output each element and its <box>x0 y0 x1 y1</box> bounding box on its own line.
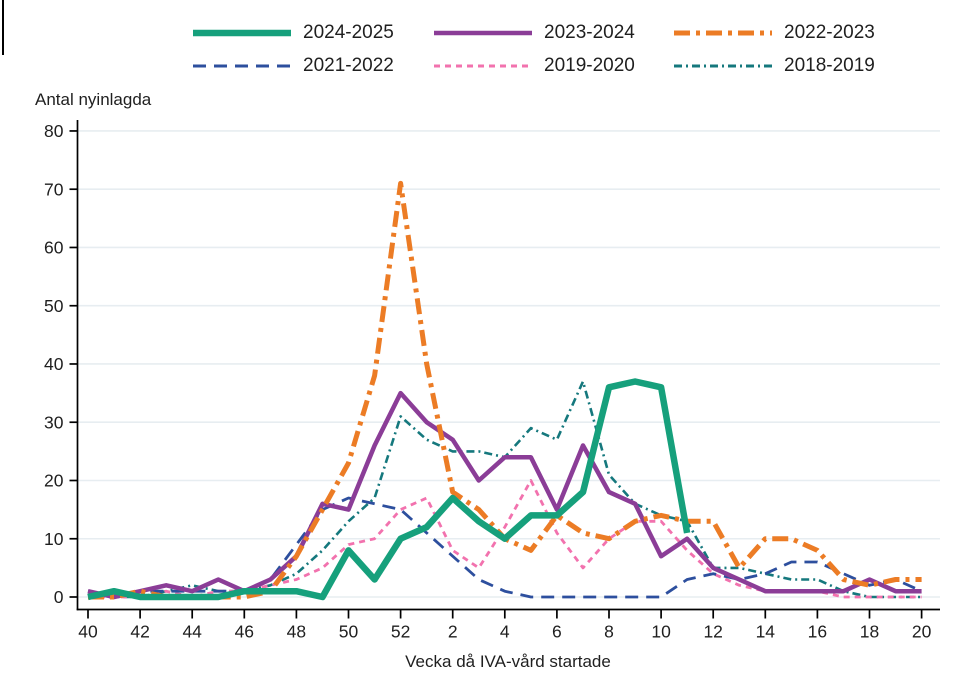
legend-item-2019-2020: 2019-2020 <box>433 56 635 76</box>
legend-label: 2022-2023 <box>784 22 875 43</box>
y-tick-label: 40 <box>44 354 64 374</box>
legend-item-2021-2022: 2021-2022 <box>192 56 394 76</box>
legend-label: 2019-2020 <box>544 55 635 76</box>
x-tick-label: 6 <box>552 622 562 642</box>
legend-swatch-2019-2020 <box>434 64 532 68</box>
x-tick-label: 40 <box>78 622 98 642</box>
y-tick-label: 80 <box>44 121 64 141</box>
x-tick-label: 2 <box>448 622 458 642</box>
x-tick-label: 48 <box>287 622 306 642</box>
chart-legend: 2024-2025 2023-2024 2022-2023 2021-2022 2019… <box>0 0 962 90</box>
series-line-2021-2022 <box>88 496 923 599</box>
series-line-2024-2025 <box>87 378 691 601</box>
y-tick-label: 0 <box>54 587 64 607</box>
y-axis-title: Antal nyinlagda <box>35 90 152 109</box>
y-tick-label: 10 <box>44 529 64 549</box>
legend-swatch-2018-2019 <box>674 64 772 68</box>
x-tick-label: 16 <box>808 622 827 642</box>
x-tick-label: 18 <box>860 622 879 642</box>
x-axis-title: Vecka då IVA-vård startade <box>405 652 611 671</box>
series-line-2023-2024 <box>87 390 922 600</box>
x-tick-label: 44 <box>182 622 202 642</box>
legend-swatch-2023-2024 <box>434 30 532 36</box>
x-tick-label: 50 <box>339 622 359 642</box>
y-tick-label: 60 <box>44 238 64 258</box>
x-tick-label: 52 <box>391 622 410 642</box>
x-tick-label: 20 <box>912 622 932 642</box>
legend-swatch-2024-2025 <box>193 29 291 37</box>
x-tick-label: 14 <box>756 622 776 642</box>
legend-label: 2023-2024 <box>544 22 635 43</box>
legend-label: 2018-2019 <box>784 55 875 76</box>
legend-item-2023-2024: 2023-2024 <box>433 23 635 43</box>
legend-label: 2021-2022 <box>303 55 394 76</box>
legend-swatch-2021-2022 <box>193 64 291 68</box>
y-tick-label: 50 <box>44 296 64 316</box>
x-tick-label: 10 <box>651 622 671 642</box>
x-tick-label: 42 <box>130 622 149 642</box>
x-tick-label: 8 <box>604 622 614 642</box>
legend-item-2024-2025: 2024-2025 <box>192 23 394 43</box>
series-line-2018-2019 <box>87 380 922 599</box>
x-tick-label: 12 <box>703 622 722 642</box>
x-tick-label: 4 <box>500 622 510 642</box>
window-edge-artifact <box>2 0 4 55</box>
legend-swatch-2022-2023 <box>674 30 772 36</box>
y-tick-label: 20 <box>44 471 64 491</box>
legend-label: 2024-2025 <box>303 22 394 43</box>
legend-item-2018-2019: 2018-2019 <box>673 56 875 76</box>
y-tick-label: 70 <box>44 179 64 199</box>
legend-item-2022-2023: 2022-2023 <box>673 23 875 43</box>
x-tick-label: 46 <box>235 622 254 642</box>
y-tick-label: 30 <box>44 412 64 432</box>
